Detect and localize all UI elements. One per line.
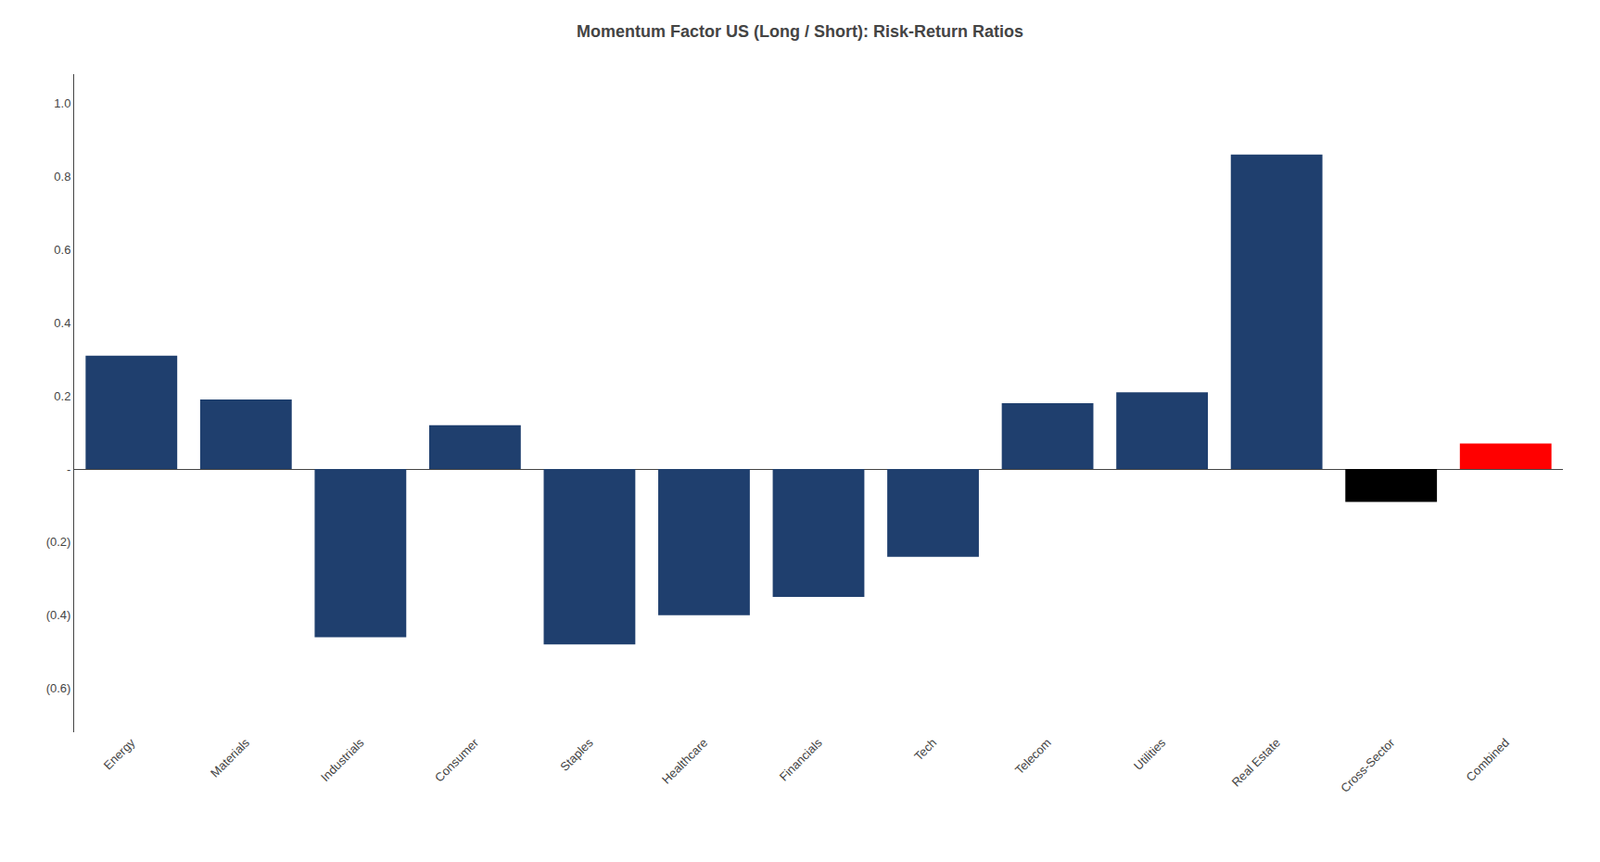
svg-text:Utilities: Utilities xyxy=(1130,735,1169,774)
svg-text:Consumer: Consumer xyxy=(431,735,482,785)
svg-text:0.2: 0.2 xyxy=(53,389,71,404)
svg-text:Financials: Financials xyxy=(776,735,826,784)
svg-text:Industrials: Industrials xyxy=(317,735,368,785)
svg-text:Cross-Sector: Cross-Sector xyxy=(1337,735,1398,796)
svg-text:Telecom: Telecom xyxy=(1012,736,1054,778)
svg-text:1.0: 1.0 xyxy=(53,96,71,111)
svg-text:Healthcare: Healthcare xyxy=(659,736,711,788)
svg-text:0.4: 0.4 xyxy=(53,316,71,331)
svg-text:(0.2): (0.2) xyxy=(46,534,72,549)
svg-text:Tech: Tech xyxy=(911,736,940,764)
svg-text:Real Estate: Real Estate xyxy=(1229,736,1283,790)
svg-text:(0.4): (0.4) xyxy=(46,608,72,623)
svg-text:Momentum Factor US (Long / Sho: Momentum Factor US (Long / Short): Risk-… xyxy=(576,22,1024,41)
svg-text:Energy: Energy xyxy=(101,735,139,773)
svg-text:0.8: 0.8 xyxy=(53,169,71,184)
svg-text:Combined: Combined xyxy=(1462,736,1512,786)
svg-text:-: - xyxy=(66,462,71,477)
svg-text:(0.6): (0.6) xyxy=(46,681,72,696)
svg-text:Materials: Materials xyxy=(207,735,253,780)
svg-text:0.6: 0.6 xyxy=(53,242,71,257)
svg-text:Staples: Staples xyxy=(557,735,597,775)
